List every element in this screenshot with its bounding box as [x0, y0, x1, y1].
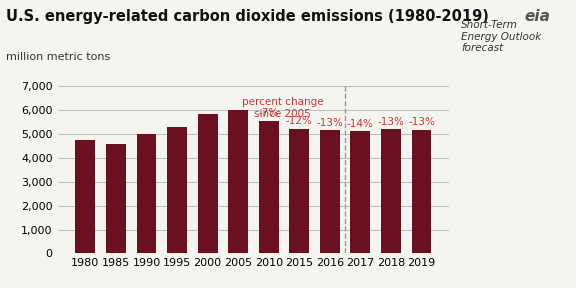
- Bar: [259, 121, 279, 253]
- Text: Short-Term
Energy Outlook
forecast: Short-Term Energy Outlook forecast: [461, 20, 541, 53]
- Bar: [412, 130, 431, 253]
- Bar: [75, 140, 95, 253]
- Bar: [289, 129, 309, 253]
- Text: eia: eia: [524, 9, 550, 24]
- Bar: [106, 144, 126, 253]
- Bar: [350, 131, 370, 253]
- Text: -14%: -14%: [347, 119, 374, 129]
- Bar: [320, 130, 340, 253]
- Bar: [167, 127, 187, 253]
- Text: -7%: -7%: [259, 108, 279, 118]
- Bar: [228, 110, 248, 253]
- Text: million metric tons: million metric tons: [6, 52, 110, 62]
- Bar: [198, 113, 218, 253]
- Text: U.S. energy-related carbon dioxide emissions (1980-2019): U.S. energy-related carbon dioxide emiss…: [6, 9, 488, 24]
- Text: -12%: -12%: [286, 116, 313, 126]
- Text: percent change
since 2005: percent change since 2005: [242, 97, 323, 119]
- Text: -13%: -13%: [377, 117, 404, 127]
- Bar: [381, 129, 401, 253]
- Text: -13%: -13%: [408, 117, 435, 127]
- Text: -13%: -13%: [316, 118, 343, 128]
- Bar: [137, 134, 157, 253]
